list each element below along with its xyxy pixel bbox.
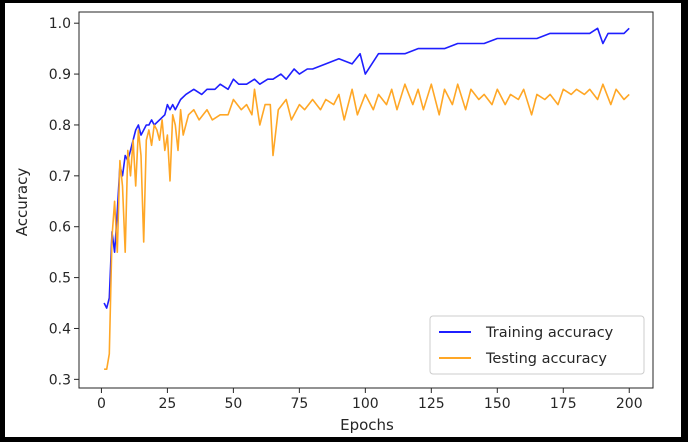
plot-border bbox=[78, 11, 654, 389]
legend-label-testing: Testing accuracy bbox=[485, 351, 607, 367]
series-line-training bbox=[103, 27, 630, 309]
y-tick-label: 0.6 bbox=[49, 220, 71, 236]
figure-frame: 0 25 50 75 100 125 150 175 200 0.3 0.4 0.5 0.6 0.7 0.… bbox=[5, 3, 681, 437]
x-tick-label: 125 bbox=[418, 396, 445, 412]
x-tick-label: 150 bbox=[484, 396, 511, 412]
x-tick-label: 75 bbox=[290, 396, 308, 412]
y-tick-label: 0.3 bbox=[49, 372, 71, 388]
x-tick-label: 200 bbox=[616, 396, 643, 412]
y-axis-label: Accuracy bbox=[13, 168, 31, 237]
legend-box bbox=[429, 315, 645, 375]
x-tick-label: 175 bbox=[550, 396, 577, 412]
x-axis: 0 25 50 75 100 125 150 175 200 bbox=[97, 388, 643, 412]
y-tick-label: 0.8 bbox=[49, 118, 71, 134]
x-axis-label: Epochs bbox=[340, 416, 394, 434]
series-line-testing bbox=[104, 83, 630, 371]
y-tick-label: 0.7 bbox=[49, 169, 71, 185]
y-tick-label: 1.0 bbox=[49, 16, 71, 32]
legend: Training accuracy Testing accuracy bbox=[429, 315, 645, 375]
legend-label-training: Training accuracy bbox=[485, 325, 614, 341]
y-axis: 0.3 0.4 0.5 0.6 0.7 0.8 0.9 1.0 bbox=[49, 16, 79, 388]
x-tick-label: 50 bbox=[224, 396, 242, 412]
x-tick-label: 25 bbox=[158, 396, 176, 412]
y-tick-label: 0.4 bbox=[49, 321, 71, 337]
series-layer bbox=[103, 27, 630, 371]
plot-area bbox=[78, 11, 654, 389]
accuracy-chart: 0 25 50 75 100 125 150 175 200 0.30.40.50.60.70.… bbox=[13, 11, 654, 434]
x-tick-label: 100 bbox=[352, 396, 379, 412]
y-tick-label: 0.9 bbox=[49, 67, 71, 83]
x-tick-label: 0 bbox=[97, 396, 106, 412]
y-tick-label: 0.5 bbox=[49, 271, 71, 287]
